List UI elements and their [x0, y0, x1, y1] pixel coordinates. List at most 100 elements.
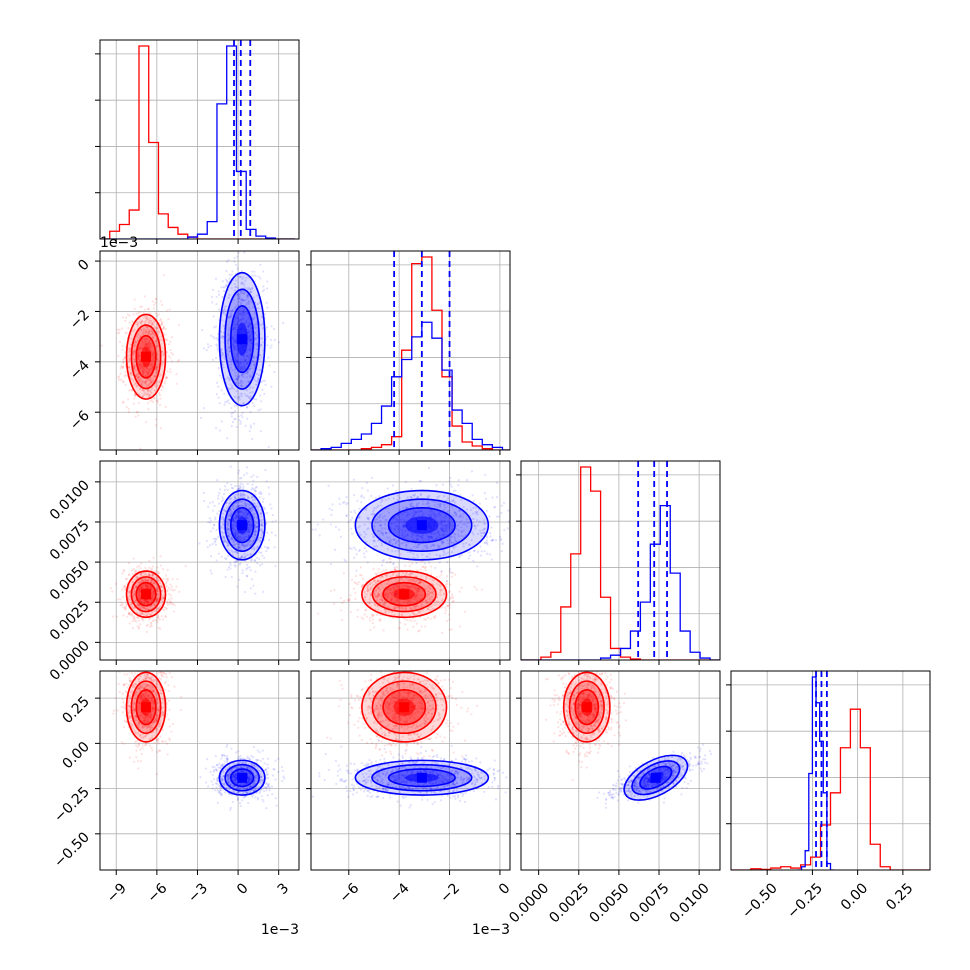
- scatter-point: [237, 546, 241, 549]
- scatter-point: [228, 501, 232, 504]
- scatter-point: [233, 543, 236, 546]
- scatter-point: [217, 290, 220, 293]
- scatter-point: [232, 346, 235, 349]
- scatter-point: [237, 543, 240, 546]
- scatter-point: [149, 346, 152, 349]
- scatter-point: [139, 572, 142, 575]
- scatter-point: [273, 370, 276, 374]
- scatter-point: [137, 616, 140, 620]
- scatter-point: [147, 388, 150, 392]
- scatter-point: [239, 500, 243, 503]
- scatter-point: [223, 488, 226, 492]
- scatter-point: [260, 524, 263, 527]
- scatter-point: [245, 544, 249, 548]
- scatter-point: [415, 575, 418, 578]
- scatter-point: [253, 559, 256, 562]
- scatter-point: [139, 573, 143, 577]
- scatter-point: [152, 595, 155, 599]
- scatter-point: [226, 531, 229, 534]
- scatter-point: [137, 414, 140, 417]
- scatter-point: [139, 566, 142, 570]
- scatter-point: [232, 328, 235, 331]
- scatter-point: [233, 345, 236, 348]
- scatter-point: [138, 595, 142, 598]
- scatter-point: [488, 515, 491, 518]
- scatter-point: [139, 600, 143, 603]
- scatter-point: [148, 586, 151, 589]
- scatter-point: [144, 381, 147, 385]
- scatter-point: [244, 545, 247, 548]
- scatter-point: [153, 389, 156, 392]
- scatter-point: [132, 350, 136, 353]
- scatter-point: [143, 579, 146, 582]
- scatter-point: [137, 604, 140, 607]
- scatter-point: [249, 426, 253, 429]
- scatter-point: [157, 606, 160, 610]
- scatter-point: [138, 594, 142, 597]
- scatter-point: [241, 373, 244, 376]
- scatter-point: [256, 475, 259, 478]
- scatter-point: [506, 527, 509, 530]
- scatter-point: [407, 585, 410, 588]
- scatter-point: [253, 367, 256, 370]
- scatter-point: [229, 497, 233, 500]
- scatter-point: [161, 567, 165, 571]
- scatter-point: [429, 600, 432, 603]
- scatter-point: [457, 479, 460, 482]
- x-tick-label: 0.25: [883, 880, 916, 913]
- scatter-point: [141, 380, 144, 383]
- scatter-point: [156, 599, 159, 602]
- scatter-point: [264, 383, 267, 386]
- scatter-point: [143, 344, 146, 347]
- scatter-point: [238, 418, 241, 422]
- scatter-point: [375, 613, 378, 617]
- scatter-point: [233, 347, 236, 350]
- scatter-point: [214, 427, 218, 430]
- scatter-point: [252, 474, 255, 477]
- scatter-point: [418, 587, 421, 590]
- scatter-point: [237, 382, 241, 385]
- scatter-point: [141, 585, 144, 588]
- scatter-point: [419, 594, 422, 597]
- scatter-point: [138, 379, 141, 382]
- scatter-point: [245, 320, 248, 323]
- scatter-point: [217, 552, 221, 555]
- scatter-point: [226, 524, 229, 527]
- scatter-point: [133, 617, 136, 621]
- scatter-point: [236, 377, 239, 380]
- scatter-point: [239, 318, 242, 321]
- scatter-point: [246, 372, 249, 375]
- scatter-point: [259, 490, 262, 494]
- scatter-point: [156, 365, 160, 369]
- scatter-point: [148, 377, 152, 380]
- scatter-point: [238, 320, 241, 323]
- scatter-point: [142, 606, 145, 610]
- scatter-point: [239, 275, 242, 278]
- scatter-point: [139, 573, 142, 576]
- scatter-point: [156, 570, 159, 573]
- scatter-point: [250, 543, 253, 546]
- scatter-point: [151, 598, 154, 601]
- scatter-point: [139, 364, 142, 367]
- y-offset-label: 1e−3: [100, 235, 138, 251]
- scatter-point: [234, 344, 237, 348]
- scatter-point: [421, 603, 424, 606]
- scatter-point: [134, 599, 138, 602]
- scatter-point: [233, 543, 236, 547]
- scatter-point: [142, 370, 145, 373]
- scatter-point: [225, 269, 228, 272]
- scatter-point: [247, 535, 251, 538]
- scatter-point: [242, 536, 246, 539]
- scatter-point: [152, 375, 155, 378]
- scatter-point: [448, 569, 451, 573]
- scatter-point: [239, 482, 242, 485]
- scatter-point: [152, 351, 155, 354]
- scatter-point: [256, 502, 259, 505]
- scatter-point: [137, 362, 140, 366]
- scatter-point: [230, 575, 233, 579]
- scatter-point: [142, 613, 146, 616]
- scatter-point: [156, 344, 159, 347]
- scatter-point: [242, 401, 246, 405]
- scatter-point: [144, 374, 147, 378]
- scatter-point: [239, 422, 242, 425]
